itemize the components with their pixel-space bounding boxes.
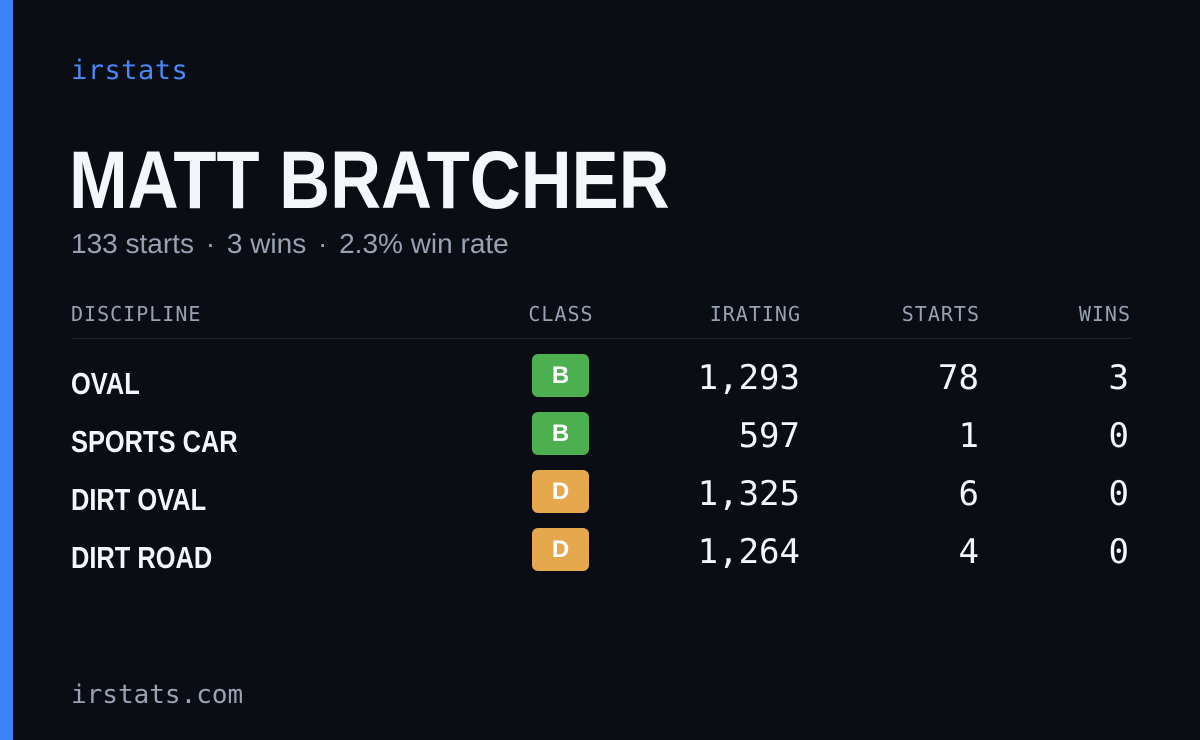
table-header: DISCIPLINE CLASS IRATING STARTS WINS [71,300,1131,339]
class-badge: B [532,412,589,455]
discipline-name: DIRT OVAL [71,482,207,517]
driver-name: MATT BRATCHER [69,135,670,226]
irating-value: 1,325 [697,474,800,514]
driver-summary: 133 starts · 3 wins · 2.3% win rate [71,228,509,260]
header-starts: STARTS [901,302,980,326]
irating-value: 1,293 [697,358,800,398]
summary-separator: · [318,228,328,259]
summary-wins: 3 wins [226,228,307,259]
discipline-name: OVAL [71,366,140,401]
wins-value: 0 [1108,532,1129,572]
starts-value: 6 [958,474,979,514]
discipline-name: SPORTS CAR [71,424,238,459]
accent-bar [0,0,13,740]
starts-value: 78 [938,358,979,398]
summary-separator: · [205,228,216,259]
starts-value: 4 [958,532,979,572]
header-wins: WINS [1078,302,1131,326]
table-row: DIRT OVAL D 1,325 6 0 [71,466,1131,524]
irating-value: 597 [738,416,800,456]
summary-starts: 133 starts [71,228,194,259]
table-row: OVAL B 1,293 78 3 [71,350,1131,408]
brand-logo: irstats [71,55,189,86]
class-badge: D [532,528,589,571]
irating-value: 1,264 [697,532,800,572]
table-row: DIRT ROAD D 1,264 4 0 [71,524,1131,582]
header-irating: IRATING [709,302,801,326]
header-discipline: DISCIPLINE [71,302,202,326]
table-row: SPORTS CAR B 597 1 0 [71,408,1131,466]
wins-value: 0 [1108,474,1129,514]
footer-url: irstats.com [71,680,244,710]
summary-win-rate: 2.3% win rate [339,228,509,259]
header-class: CLASS [528,302,594,326]
wins-value: 3 [1108,358,1129,398]
class-badge: D [532,470,589,513]
wins-value: 0 [1108,416,1129,456]
discipline-table: OVAL B 1,293 78 3 SPORTS CAR B 597 1 0 D… [71,350,1131,582]
starts-value: 1 [958,416,979,456]
discipline-name: DIRT ROAD [71,540,213,575]
class-badge: B [532,354,589,397]
